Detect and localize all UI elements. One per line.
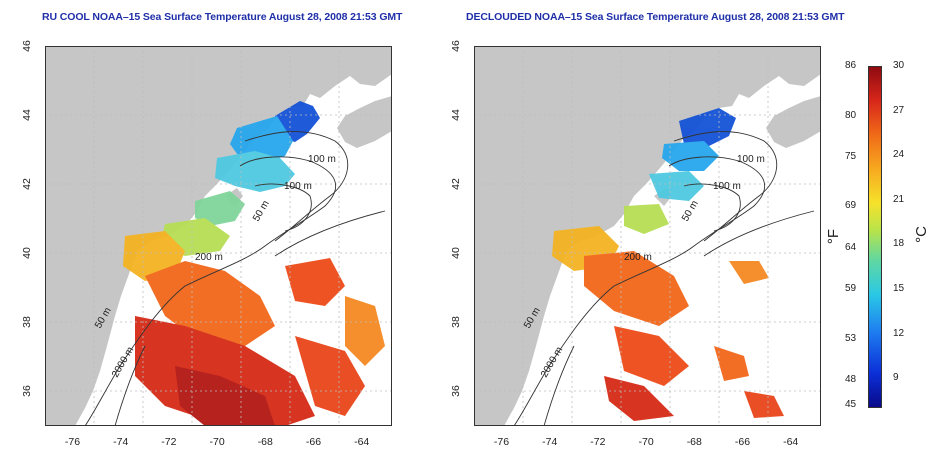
right-panel-title: DECLOUDED NOAA–15 Sea Surface Temperatur…: [466, 11, 845, 23]
celsius-tick-label: 27: [893, 104, 905, 116]
latitude-tick-label: 46: [20, 40, 33, 52]
fahrenheit-unit-label: °F: [825, 228, 843, 245]
longitude-tick-label: -70: [209, 436, 225, 448]
longitude-tick-label: -72: [161, 436, 177, 448]
longitude-tick-label: -68: [257, 436, 273, 448]
celsius-tick-label: 30: [893, 60, 905, 71]
longitude-tick-label: -66: [734, 436, 751, 448]
latitude-tick-label: 42: [20, 178, 33, 191]
longitude-tick-label: -76: [64, 436, 81, 448]
longitude-tick-label: -70: [638, 436, 654, 448]
bathymetry-contours: [513, 131, 815, 426]
fahrenheit-tick-label: 69: [845, 200, 857, 212]
sst-map-raw-canvas: 100 m 100 m 50 m 200 m 50 m 2000 m: [45, 46, 392, 426]
latitude-tick-label: 42: [449, 178, 462, 191]
celsius-tick-label: 12: [893, 327, 905, 339]
celsius-tick-label: 24: [893, 149, 905, 161]
longitude-tick-label: -68: [686, 436, 702, 448]
land-mass: [45, 46, 392, 426]
longitude-tick-label: -64: [783, 436, 799, 448]
longitude-tick-label: -66: [305, 436, 322, 448]
contour-label: 100 m: [737, 154, 765, 165]
longitude-tick-label: -74: [542, 436, 558, 448]
fahrenheit-tick-label: 80: [845, 109, 857, 121]
latitude-tick-label: 38: [20, 316, 33, 329]
land-nova-scotia: [766, 96, 821, 148]
left-panel-title: RU COOL NOAA–15 Sea Surface Temperature …: [42, 11, 403, 23]
fahrenheit-tick-label: 75: [845, 150, 857, 162]
longitude-tick-label: -76: [493, 436, 510, 448]
bathymetry-contours: [84, 131, 386, 426]
longitude-tick-label: -72: [590, 436, 606, 448]
latitude-tick-label: 38: [449, 316, 462, 329]
land-mass: [474, 46, 821, 426]
fahrenheit-tick-label: 45: [845, 398, 857, 410]
temperature-colorbar: [868, 66, 882, 408]
latitude-tick-label: 44: [449, 109, 462, 121]
sst-map-declouded: 100 m 100 m 50 m 200 m 50 m 2000 m: [474, 46, 821, 426]
latitude-tick-label: 36: [449, 385, 462, 398]
fahrenheit-tick-label: 64: [845, 241, 857, 253]
celsius-tick-label: 18: [893, 238, 905, 250]
contour-label: 100 m: [308, 154, 336, 165]
contour-label: 100 m: [713, 181, 741, 192]
contour-label: 200 m: [624, 252, 652, 263]
fahrenheit-tick-label: 86: [845, 60, 857, 71]
latitude-tick-label: 36: [20, 385, 33, 398]
fahrenheit-tick-label: 59: [845, 283, 857, 295]
land-nova-scotia: [337, 96, 392, 148]
latitude-tick-label: 40: [20, 247, 33, 260]
fahrenheit-tick-label: 48: [845, 373, 857, 385]
celsius-tick-label: 21: [893, 193, 905, 205]
contour-label: 100 m: [284, 181, 312, 192]
fahrenheit-tick-label: 53: [845, 332, 857, 344]
sst-map-declouded-canvas: 100 m 100 m 50 m 200 m 50 m 2000 m: [474, 46, 821, 426]
sst-map-raw: 100 m 100 m 50 m 200 m 50 m 2000 m: [45, 46, 392, 426]
celsius-tick-label: 15: [893, 283, 905, 295]
celsius-tick-label: 9: [893, 372, 899, 384]
celsius-unit-label: °C: [912, 226, 930, 243]
contour-label: 200 m: [195, 252, 223, 263]
latitude-tick-label: 46: [449, 40, 462, 52]
longitude-tick-label: -64: [354, 436, 370, 448]
latitude-tick-label: 44: [20, 109, 33, 121]
latitude-tick-label: 40: [449, 247, 462, 260]
longitude-tick-label: -74: [113, 436, 129, 448]
